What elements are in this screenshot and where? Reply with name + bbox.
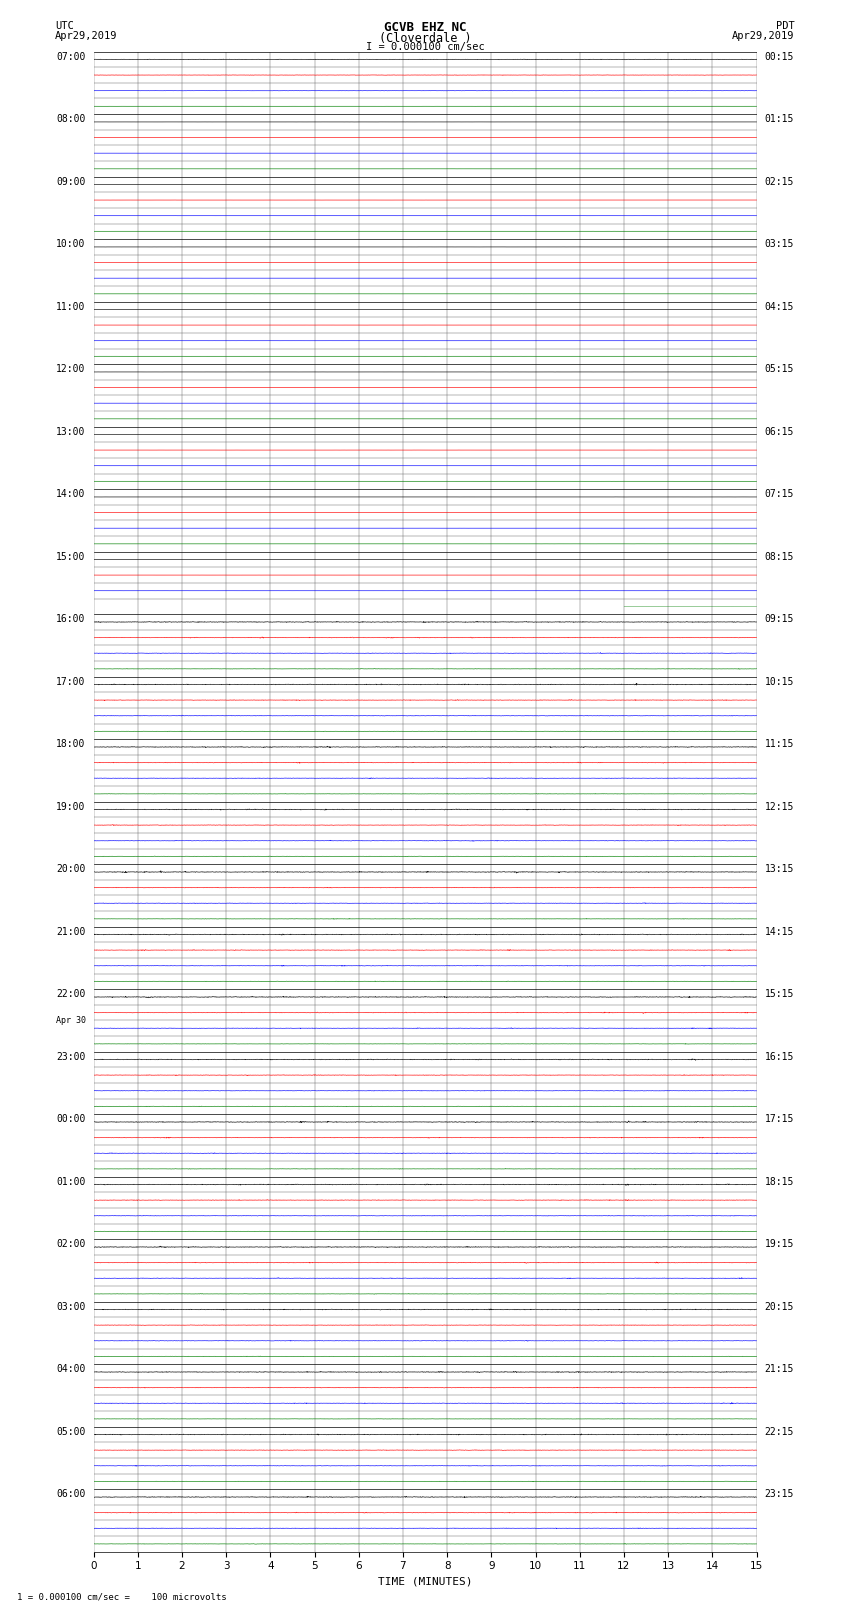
Text: 11:15: 11:15 [764, 739, 794, 748]
Text: 05:00: 05:00 [56, 1426, 86, 1437]
Text: UTC: UTC [55, 21, 74, 31]
Text: 07:00: 07:00 [56, 52, 86, 61]
Text: 13:00: 13:00 [56, 427, 86, 437]
Text: 08:15: 08:15 [764, 552, 794, 561]
Text: 18:00: 18:00 [56, 739, 86, 748]
Text: 04:15: 04:15 [764, 302, 794, 311]
Text: 00:00: 00:00 [56, 1115, 86, 1124]
Text: 15:15: 15:15 [764, 989, 794, 998]
Text: 09:00: 09:00 [56, 177, 86, 187]
Text: (Cloverdale ): (Cloverdale ) [379, 32, 471, 45]
Text: 22:15: 22:15 [764, 1426, 794, 1437]
Text: Apr 30: Apr 30 [55, 1016, 86, 1024]
Text: 10:15: 10:15 [764, 677, 794, 687]
Text: 09:15: 09:15 [764, 615, 794, 624]
Text: 11:00: 11:00 [56, 302, 86, 311]
Text: 03:00: 03:00 [56, 1302, 86, 1311]
Text: 01:00: 01:00 [56, 1177, 86, 1187]
Text: 19:15: 19:15 [764, 1239, 794, 1248]
Text: 23:15: 23:15 [764, 1489, 794, 1498]
Text: 01:15: 01:15 [764, 115, 794, 124]
Text: 05:15: 05:15 [764, 365, 794, 374]
Text: 14:00: 14:00 [56, 489, 86, 498]
Text: 23:00: 23:00 [56, 1052, 86, 1061]
Text: 17:00: 17:00 [56, 677, 86, 687]
Text: 19:00: 19:00 [56, 802, 86, 811]
Text: 06:15: 06:15 [764, 427, 794, 437]
Text: 20:00: 20:00 [56, 865, 86, 874]
Text: 16:00: 16:00 [56, 615, 86, 624]
Text: 12:15: 12:15 [764, 802, 794, 811]
Text: 17:15: 17:15 [764, 1115, 794, 1124]
Text: 15:00: 15:00 [56, 552, 86, 561]
Text: 20:15: 20:15 [764, 1302, 794, 1311]
Text: 14:15: 14:15 [764, 926, 794, 937]
Text: PDT: PDT [776, 21, 795, 31]
Text: 13:15: 13:15 [764, 865, 794, 874]
Text: 16:15: 16:15 [764, 1052, 794, 1061]
Text: 00:15: 00:15 [764, 52, 794, 61]
Text: 22:00: 22:00 [56, 989, 86, 998]
Text: 06:00: 06:00 [56, 1489, 86, 1498]
Text: Apr29,2019: Apr29,2019 [732, 31, 795, 40]
Text: 02:00: 02:00 [56, 1239, 86, 1248]
X-axis label: TIME (MINUTES): TIME (MINUTES) [377, 1578, 473, 1587]
Text: 04:00: 04:00 [56, 1365, 86, 1374]
Text: 07:15: 07:15 [764, 489, 794, 498]
Text: I = 0.000100 cm/sec: I = 0.000100 cm/sec [366, 42, 484, 52]
Text: 21:15: 21:15 [764, 1365, 794, 1374]
Text: 12:00: 12:00 [56, 365, 86, 374]
Text: 08:00: 08:00 [56, 115, 86, 124]
Text: 10:00: 10:00 [56, 239, 86, 248]
Text: 21:00: 21:00 [56, 926, 86, 937]
Text: 03:15: 03:15 [764, 239, 794, 248]
Text: Apr29,2019: Apr29,2019 [55, 31, 118, 40]
Text: 02:15: 02:15 [764, 177, 794, 187]
Text: 18:15: 18:15 [764, 1177, 794, 1187]
Text: 1 = 0.000100 cm/sec =    100 microvolts: 1 = 0.000100 cm/sec = 100 microvolts [17, 1592, 227, 1602]
Text: GCVB EHZ NC: GCVB EHZ NC [383, 21, 467, 34]
